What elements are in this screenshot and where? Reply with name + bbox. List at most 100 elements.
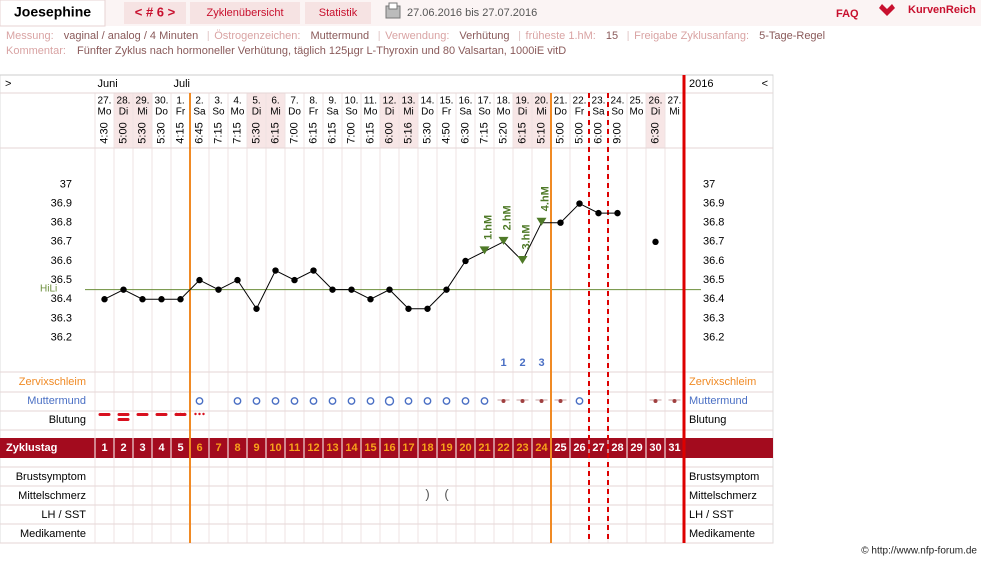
date: 27. — [98, 96, 112, 107]
time: 5:30 — [136, 122, 148, 143]
bleeding — [117, 418, 130, 421]
cycle-box[interactable] — [124, 2, 186, 24]
row-label: Brustsymptom — [16, 471, 86, 483]
cycle-day: 1 — [101, 442, 107, 454]
chart-frame — [0, 74, 774, 544]
weekday: Di — [385, 107, 394, 118]
tab-label[interactable]: Statistik — [319, 7, 358, 19]
temperature-point — [272, 267, 279, 274]
spotting — [198, 412, 201, 416]
cycle-day: 11 — [289, 442, 301, 454]
cycle-day: 27 — [592, 442, 604, 454]
date: 24. — [611, 96, 625, 107]
temperature-point — [536, 217, 547, 226]
logo-icon — [879, 4, 895, 16]
cervix-symbol — [404, 397, 413, 405]
cervix-symbol — [480, 397, 489, 405]
spotting — [175, 412, 178, 416]
hm-label: 3.hM — [520, 224, 532, 249]
time: 6:15 — [364, 122, 376, 143]
cervix-symbol — [290, 397, 299, 405]
date: 21. — [554, 96, 568, 107]
temperature-point — [348, 286, 355, 293]
temperature-point — [424, 305, 431, 312]
temperature-point — [196, 276, 203, 284]
time: 6:30 — [649, 122, 661, 143]
field-value: 15 — [606, 30, 618, 42]
weekday: Mi — [536, 107, 547, 118]
row-label: Mittelschmerz — [18, 490, 86, 502]
hm-count: 3 — [538, 357, 544, 369]
weekday: Mi — [270, 107, 281, 118]
hm-label: 2.hM — [501, 205, 513, 230]
field-label: Verwendung: — [385, 30, 449, 42]
coverline-label: HiLi — [40, 283, 57, 294]
row-label: Medikamente — [20, 528, 86, 540]
temperature-point — [215, 286, 222, 293]
temperature-point — [498, 236, 509, 245]
y-tick-label: 36.6 — [703, 255, 724, 267]
cycle-day: 7 — [215, 442, 221, 454]
date: 3. — [214, 96, 222, 107]
date: 1. — [176, 96, 184, 107]
spotting — [194, 412, 197, 416]
bleeding — [117, 413, 130, 416]
cycle-day: 24 — [535, 442, 548, 454]
time: 6:15 — [326, 122, 338, 143]
time: 4:15 — [174, 122, 186, 143]
weekday: Fr — [442, 107, 452, 118]
cycle-nav[interactable]: < # 6 > — [135, 4, 176, 19]
pain-symbol: ) — [425, 486, 429, 501]
weekday: Sa — [193, 107, 206, 118]
hm-label: 1.hM — [482, 215, 494, 240]
cervix-dot — [672, 399, 677, 403]
weekday: Fr — [309, 107, 319, 118]
row-label: LH / SST — [689, 509, 734, 521]
weekday: Sa — [592, 107, 605, 118]
nav: < — [762, 78, 768, 90]
row-label: Muttermund — [689, 395, 748, 407]
weekday: Sa — [326, 107, 339, 118]
cervix-symbol — [233, 397, 242, 405]
weekend-shade — [133, 93, 152, 148]
tab[interactable] — [190, 2, 300, 24]
y-tick-label: 36.7 — [703, 236, 724, 248]
cervix-symbol — [575, 397, 584, 405]
tab-label[interactable]: Zyklenübersicht — [206, 7, 283, 19]
y-tick-label: 36.3 — [703, 312, 724, 324]
cervix-dot — [653, 399, 658, 403]
logo[interactable]: KurvenReich — [908, 4, 976, 16]
info: Messung: vaginal / analog / 4 Minuten Östr… — [6, 30, 825, 42]
spotting — [202, 412, 205, 416]
temperature-point — [291, 276, 298, 284]
month: Juli — [174, 78, 191, 90]
cycle-day: 13 — [326, 442, 338, 454]
y-tick-label: 37 — [703, 178, 715, 190]
temperature-point — [234, 276, 241, 284]
y-tick-label: 36.2 — [51, 331, 72, 343]
temperature-point — [652, 238, 659, 246]
name-box — [0, 0, 106, 27]
date: 10. — [345, 96, 359, 107]
cervix-symbol — [309, 397, 318, 405]
cycle-day: 9 — [253, 442, 259, 454]
weekend-shade — [266, 93, 285, 148]
cervix-symbol — [328, 397, 337, 405]
temperature-point — [139, 296, 146, 303]
faq-link[interactable]: FAQ — [836, 8, 859, 20]
weekday: Do — [288, 107, 301, 118]
print-icon[interactable] — [385, 2, 401, 19]
temperature-point — [386, 286, 393, 293]
cycle-day-bar — [0, 438, 773, 458]
weekday: Mi — [137, 107, 148, 118]
temperature-point — [614, 209, 621, 217]
date: 27. — [668, 96, 682, 107]
cycle-day: 15 — [364, 442, 376, 454]
date: 18. — [497, 96, 511, 107]
cervix-dot — [539, 399, 544, 403]
temperature-point — [443, 286, 450, 293]
tab[interactable] — [305, 2, 371, 24]
cycle-day: 29 — [630, 442, 642, 454]
